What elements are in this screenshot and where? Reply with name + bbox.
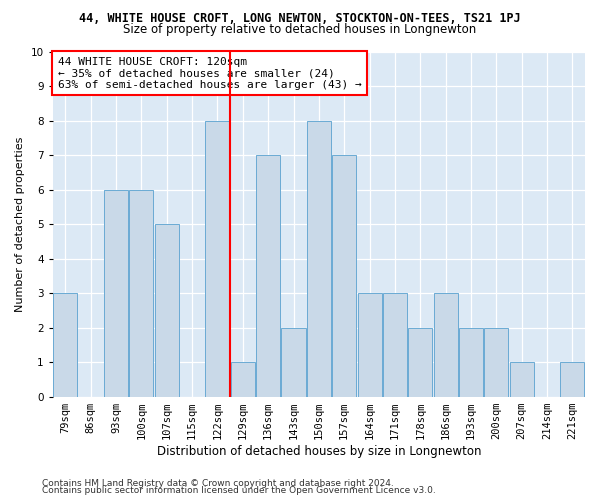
- Bar: [332, 155, 356, 396]
- Bar: [383, 293, 407, 397]
- Y-axis label: Number of detached properties: Number of detached properties: [15, 136, 25, 312]
- Text: Contains public sector information licensed under the Open Government Licence v3: Contains public sector information licen…: [42, 486, 436, 495]
- Text: 44, WHITE HOUSE CROFT, LONG NEWTON, STOCKTON-ON-TEES, TS21 1PJ: 44, WHITE HOUSE CROFT, LONG NEWTON, STOC…: [79, 12, 521, 26]
- Bar: [307, 120, 331, 396]
- Text: Contains HM Land Registry data © Crown copyright and database right 2024.: Contains HM Land Registry data © Crown c…: [42, 478, 394, 488]
- Bar: [509, 362, 533, 396]
- Bar: [459, 328, 483, 396]
- Bar: [231, 362, 255, 396]
- Text: 44 WHITE HOUSE CROFT: 120sqm
← 35% of detached houses are smaller (24)
63% of se: 44 WHITE HOUSE CROFT: 120sqm ← 35% of de…: [58, 56, 362, 90]
- Bar: [434, 293, 458, 397]
- Bar: [256, 155, 280, 396]
- Bar: [408, 328, 432, 396]
- Bar: [358, 293, 382, 397]
- X-axis label: Distribution of detached houses by size in Longnewton: Distribution of detached houses by size …: [157, 444, 481, 458]
- Bar: [155, 224, 179, 396]
- Text: Size of property relative to detached houses in Longnewton: Size of property relative to detached ho…: [124, 22, 476, 36]
- Bar: [281, 328, 305, 396]
- Bar: [130, 190, 154, 396]
- Bar: [484, 328, 508, 396]
- Bar: [104, 190, 128, 396]
- Bar: [560, 362, 584, 396]
- Bar: [205, 120, 230, 396]
- Bar: [53, 293, 77, 397]
